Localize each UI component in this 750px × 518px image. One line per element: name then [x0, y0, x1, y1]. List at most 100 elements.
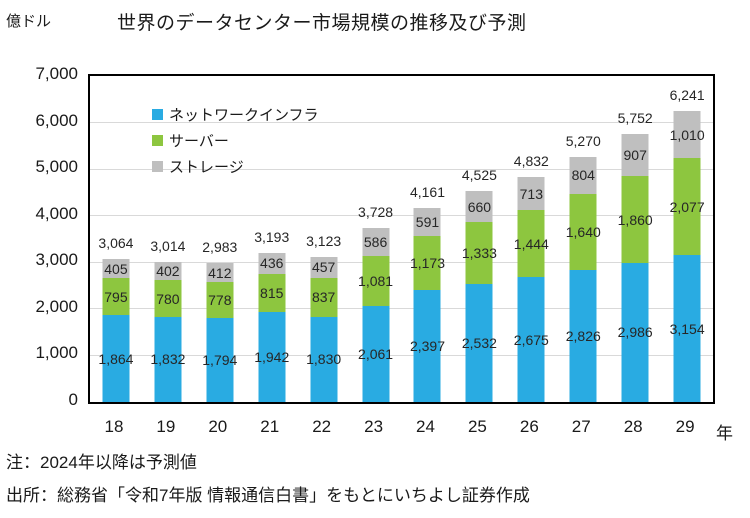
legend: ネットワークインフラ サーバーストレージ — [152, 107, 319, 185]
segment-value-label: 1,640 — [565, 224, 601, 241]
bar-segment-network — [465, 284, 493, 402]
legend-item: ネットワークインフラ — [152, 107, 319, 124]
segment-value-label: 3,154 — [669, 320, 705, 337]
segment-value-label: 591 — [415, 213, 440, 230]
segment-value-label: 1,794 — [202, 352, 238, 369]
bar-segment-server — [413, 235, 441, 291]
gridline — [90, 215, 713, 217]
bar-segment-storage — [362, 228, 390, 256]
bar-segment-network — [258, 311, 286, 402]
segment-value-label: 1,864 — [98, 350, 134, 367]
legend-swatch-network — [152, 109, 163, 120]
segment-value-label: 1,173 — [409, 255, 446, 272]
legend-label: ストレージ — [169, 159, 244, 176]
bar-slots: 1,864 795 405 3,064 1,832 780 402 3,014 1,794 778… — [90, 76, 713, 402]
bar-slot: 1,830 837 457 3,123 — [298, 76, 350, 402]
stacked-bar — [310, 256, 338, 402]
x-axis-label: 21 — [260, 417, 280, 436]
stacked-bar — [102, 259, 130, 402]
segment-value-label: 795 — [104, 288, 128, 305]
stacked-bar — [154, 261, 182, 402]
bar-segment-storage — [465, 191, 493, 223]
total-value-label: 3,123 — [306, 232, 342, 249]
segment-value-label: 2,675 — [513, 331, 549, 348]
bar-segment-server — [102, 278, 130, 316]
bar-segment-network — [102, 315, 130, 402]
bar-slot: 1,864 795 405 3,064 — [90, 76, 142, 402]
total-value-label: 3,014 — [150, 237, 186, 254]
bar-segment-network — [621, 262, 649, 402]
bar-slot: 2,532 1,333 660 4,525 — [453, 76, 505, 402]
bar-segment-storage — [621, 134, 649, 177]
legend-item: サーバー — [152, 133, 319, 150]
total-value-label: 2,983 — [202, 239, 238, 256]
source-text: 出所：総務省「令和7年版 情報通信白書」をもとにいちよし証券作成 — [6, 486, 530, 505]
bar-segment-storage — [154, 261, 182, 281]
note-text: 注：2024年以降は予測値 — [6, 453, 197, 472]
segment-value-label: 436 — [260, 255, 284, 272]
x-axis-label: 20 — [208, 417, 228, 436]
segment-value-label: 778 — [208, 292, 232, 309]
gridline — [90, 354, 713, 356]
stacked-bar — [413, 208, 441, 402]
segment-value-label: 1,333 — [461, 245, 497, 262]
stacked-bar — [673, 111, 701, 402]
segment-value-label: 2,826 — [565, 328, 601, 345]
stacked-bar — [621, 134, 649, 402]
y-axis-tick: 6,000 — [35, 110, 78, 130]
legend-label: ネットワークインフラ — [169, 107, 319, 124]
bar-segment-network — [154, 316, 182, 402]
bar-segment-server — [154, 280, 182, 317]
segment-value-label: 2,986 — [617, 324, 653, 341]
y-axis-tick: 2,000 — [35, 296, 78, 316]
bar-segment-network — [310, 316, 338, 402]
total-value-label: 3,193 — [254, 229, 290, 246]
bar-segment-network — [362, 306, 390, 402]
bar-segment-network — [673, 255, 701, 402]
segment-value-label: 586 — [363, 234, 388, 251]
bar-segment-storage — [258, 253, 286, 274]
legend-label: サーバー — [169, 133, 229, 150]
segment-value-label: 1,860 — [617, 211, 653, 228]
legend-swatch-server — [152, 135, 163, 146]
bar-segment-server — [258, 273, 286, 312]
x-axis-label: 29 — [675, 417, 695, 436]
bar-segment-storage — [413, 208, 441, 236]
y-axis-tick: 1,000 — [35, 343, 78, 363]
x-axis-labels: 18 19 20 21 22 23 24 25 26 27 28 29 — [88, 417, 711, 437]
total-value-label: 4,832 — [513, 152, 549, 169]
stacked-bar — [517, 176, 545, 402]
stacked-bar — [258, 253, 286, 402]
total-value-label: 3,064 — [98, 235, 134, 252]
plot-area: 1,864 795 405 3,064 1,832 780 402 3,014 1,794 778… — [88, 74, 715, 404]
y-axis-unit-label: 億ドル — [6, 13, 52, 30]
segment-value-label: 1,942 — [254, 348, 290, 365]
x-axis-label: 18 — [104, 417, 124, 436]
bar-segment-server — [206, 282, 234, 319]
segment-value-label: 804 — [571, 167, 595, 184]
bar-slot: 1,832 780 402 3,014 — [142, 76, 194, 402]
segment-value-label: 1,010 — [669, 126, 705, 143]
x-axis-label: 27 — [571, 417, 591, 436]
bar-slot: 1,794 778 412 2,983 — [194, 76, 246, 402]
y-axis-tick: 7,000 — [35, 64, 78, 83]
stacked-bar — [569, 156, 597, 402]
total-value-label: 4,161 — [409, 184, 446, 201]
segment-value-label: 2,061 — [358, 346, 394, 363]
x-axis-label: 19 — [156, 417, 176, 436]
bar-segment-server — [465, 222, 493, 285]
segment-value-label: 1,444 — [513, 235, 549, 252]
bar-segment-server — [673, 158, 701, 256]
bar-slot: 2,826 1,640 804 5,270 — [557, 76, 609, 402]
gridline — [90, 308, 713, 310]
bar-slot: 2,061 1,081 586 3,728 — [350, 76, 402, 402]
total-value-label: 4,525 — [461, 167, 497, 184]
total-value-label: 3,728 — [358, 204, 394, 221]
x-axis-label: 24 — [416, 417, 435, 436]
bar-segment-storage — [310, 256, 338, 278]
stacked-bar — [465, 191, 493, 402]
bar-segment-server — [362, 255, 390, 307]
segment-value-label: 780 — [156, 290, 180, 307]
y-axis-tick: 0 — [68, 390, 78, 409]
